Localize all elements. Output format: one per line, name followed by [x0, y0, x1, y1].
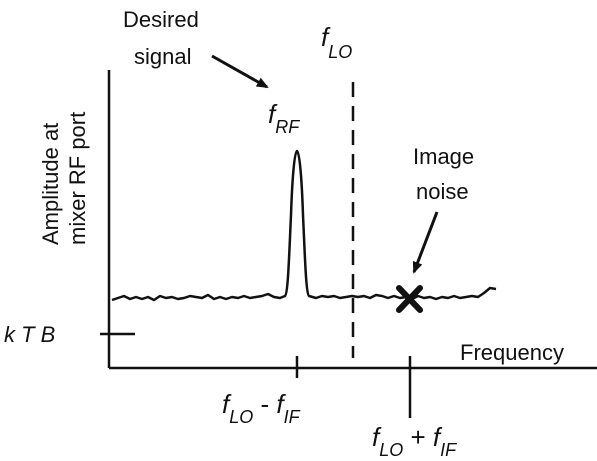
noise-floor-trace: [111, 149, 497, 302]
desired-signal-arrow: [211, 54, 269, 89]
f-rf-label: fRF: [268, 99, 300, 137]
x-axis-label: Frequency: [460, 340, 564, 365]
image-noise-x-marker: [396, 285, 423, 313]
desired-signal-label-line2: signal: [134, 44, 191, 69]
y-axis-label-line1: Amplitude at: [38, 123, 63, 245]
y-axis-label-line2: mixer RF port: [65, 112, 90, 245]
tick-label-lo-minus-if: fLO - fIF: [222, 389, 301, 427]
image-noise-arrow: [412, 211, 439, 274]
image-noise-label-line2: noise: [416, 179, 469, 204]
desired-signal-label-line1: Desired: [123, 7, 199, 32]
f-lo-label: fLO: [321, 22, 352, 62]
image-noise-label-line1: Image: [413, 144, 474, 169]
ktb-label: k T B: [4, 322, 55, 347]
tick-label-lo-plus-if: fLO + fIF: [372, 422, 457, 460]
